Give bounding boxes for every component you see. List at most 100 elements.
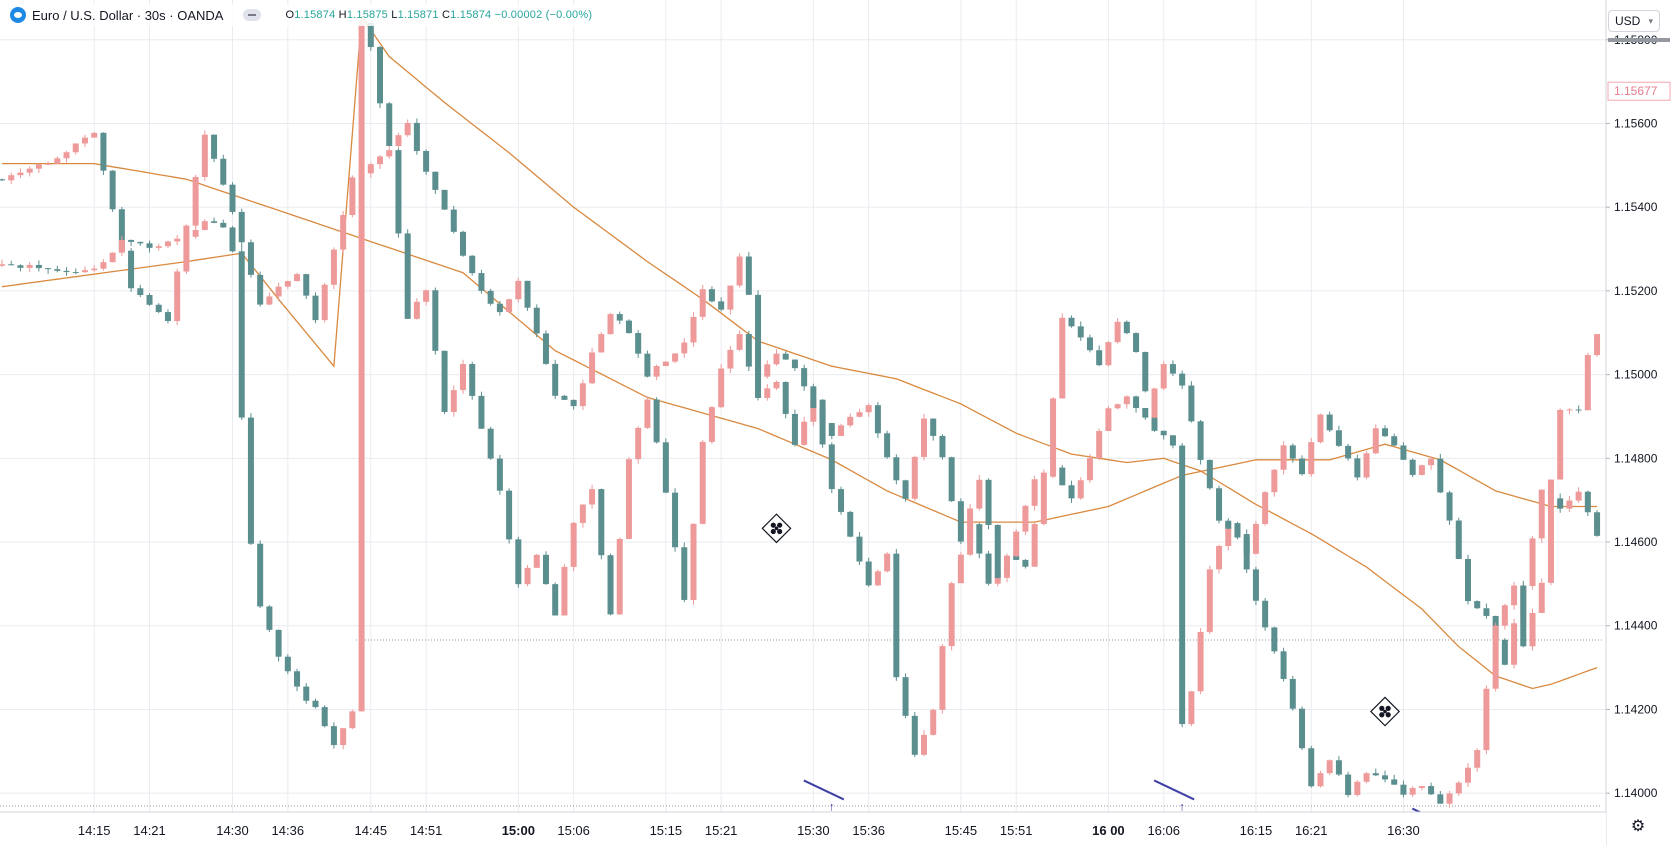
settings-icon[interactable]: ⚙ <box>1630 818 1646 835</box>
secondary-candle <box>45 161 52 166</box>
secondary-candle <box>764 384 771 401</box>
secondary-candle <box>1086 334 1093 353</box>
secondary-candle <box>635 426 642 464</box>
secondary-candle <box>1557 493 1564 513</box>
primary-candle <box>1335 756 1342 777</box>
primary-body <box>63 270 70 273</box>
primary-candle <box>1179 370 1186 390</box>
secondary-body <box>939 646 946 710</box>
primary-candle <box>1474 748 1481 772</box>
primary-candle <box>1511 581 1518 610</box>
primary-body <box>1280 651 1287 679</box>
secondary-candle <box>91 131 98 138</box>
secondary-body <box>496 458 503 491</box>
secondary-body <box>1040 476 1047 525</box>
secondary-body <box>570 522 577 567</box>
primary-candle <box>1123 395 1130 409</box>
primary-candle <box>340 727 347 750</box>
primary-body <box>930 418 937 436</box>
secondary-body <box>1326 414 1333 431</box>
primary-body <box>1547 479 1554 583</box>
primary-candle <box>91 265 98 272</box>
secondary-body <box>1557 498 1564 509</box>
primary-body <box>985 479 992 525</box>
primary-body <box>367 22 374 48</box>
primary-candle <box>524 280 531 311</box>
primary-candle <box>865 403 872 417</box>
primary-body <box>810 386 817 409</box>
secondary-body <box>330 249 337 285</box>
secondary-body <box>284 281 291 287</box>
secondary-candle <box>957 552 964 584</box>
primary-candle <box>1197 419 1204 465</box>
secondary-candle <box>1197 627 1204 695</box>
primary-body <box>524 280 531 308</box>
primary-candle <box>100 259 107 271</box>
secondary-candle <box>533 553 540 568</box>
symbol-title[interactable]: Euro / U.S. Dollar · 30s · OANDA <box>32 7 224 23</box>
primary-candle <box>275 629 282 662</box>
primary-candle <box>1096 428 1103 461</box>
secondary-candle <box>506 488 513 544</box>
secondary-candle <box>229 182 236 215</box>
secondary-body <box>625 459 632 539</box>
primary-candle <box>1382 770 1388 783</box>
primary-body <box>672 353 679 362</box>
secondary-candle <box>1418 464 1425 476</box>
secondary-candle <box>109 170 116 212</box>
currency-button[interactable]: USD ▾ <box>1608 10 1660 32</box>
primary-body <box>911 456 918 499</box>
primary-candle <box>1188 381 1195 423</box>
primary-body <box>1003 556 1010 578</box>
secondary-body <box>745 334 752 367</box>
primary-candle <box>284 654 291 675</box>
primary-candle <box>515 277 522 303</box>
primary-candle <box>17 264 24 272</box>
primary-candle <box>109 252 116 263</box>
primary-body <box>1206 459 1213 489</box>
primary-body <box>625 320 632 334</box>
primary-body <box>1428 786 1435 795</box>
primary-body <box>1299 708 1306 749</box>
primary-candle <box>930 418 937 441</box>
primary-candle <box>81 266 88 274</box>
eye-icon[interactable] <box>243 9 262 21</box>
secondary-body <box>211 134 218 159</box>
primary-body <box>1289 678 1296 709</box>
secondary-candle <box>884 551 891 573</box>
primary-body <box>607 314 614 335</box>
time-axis[interactable]: 14:15 14:21 14:30 14:36 14:45 14:51 15:00 15:06… <box>0 811 1606 845</box>
secondary-candle <box>17 168 24 179</box>
price-scale[interactable]: 1.158001.156001.154001.152001.150001.148… <box>1605 0 1675 845</box>
secondary-body <box>708 407 715 442</box>
secondary-candle <box>1105 341 1112 367</box>
primary-body <box>229 227 236 252</box>
primary-candle <box>54 265 61 273</box>
primary-body <box>616 314 623 321</box>
primary-body <box>294 671 301 687</box>
secondary-candle <box>1575 487 1582 503</box>
secondary-body <box>229 184 236 212</box>
time-tick-label: 14:21 <box>133 823 166 838</box>
primary-body <box>54 269 61 271</box>
secondary-candle <box>266 292 273 306</box>
primary-body <box>1575 409 1582 411</box>
primary-body <box>1086 458 1093 481</box>
primary-body <box>1492 625 1499 689</box>
primary-body <box>884 433 891 458</box>
time-tick-label: 16:21 <box>1295 823 1328 838</box>
secondary-body <box>884 553 891 572</box>
primary-body <box>561 395 568 400</box>
secondary-candle <box>1022 559 1029 569</box>
secondary-candle <box>404 229 411 319</box>
secondary-candle <box>921 730 927 756</box>
secondary-body <box>1594 512 1601 536</box>
secondary-candle <box>773 380 780 390</box>
primary-candle <box>192 225 199 239</box>
primary-candle <box>1040 469 1047 482</box>
primary-candle <box>358 20 365 712</box>
secondary-body <box>275 286 282 297</box>
primary-candle <box>994 524 1001 579</box>
primary-body <box>718 301 725 310</box>
